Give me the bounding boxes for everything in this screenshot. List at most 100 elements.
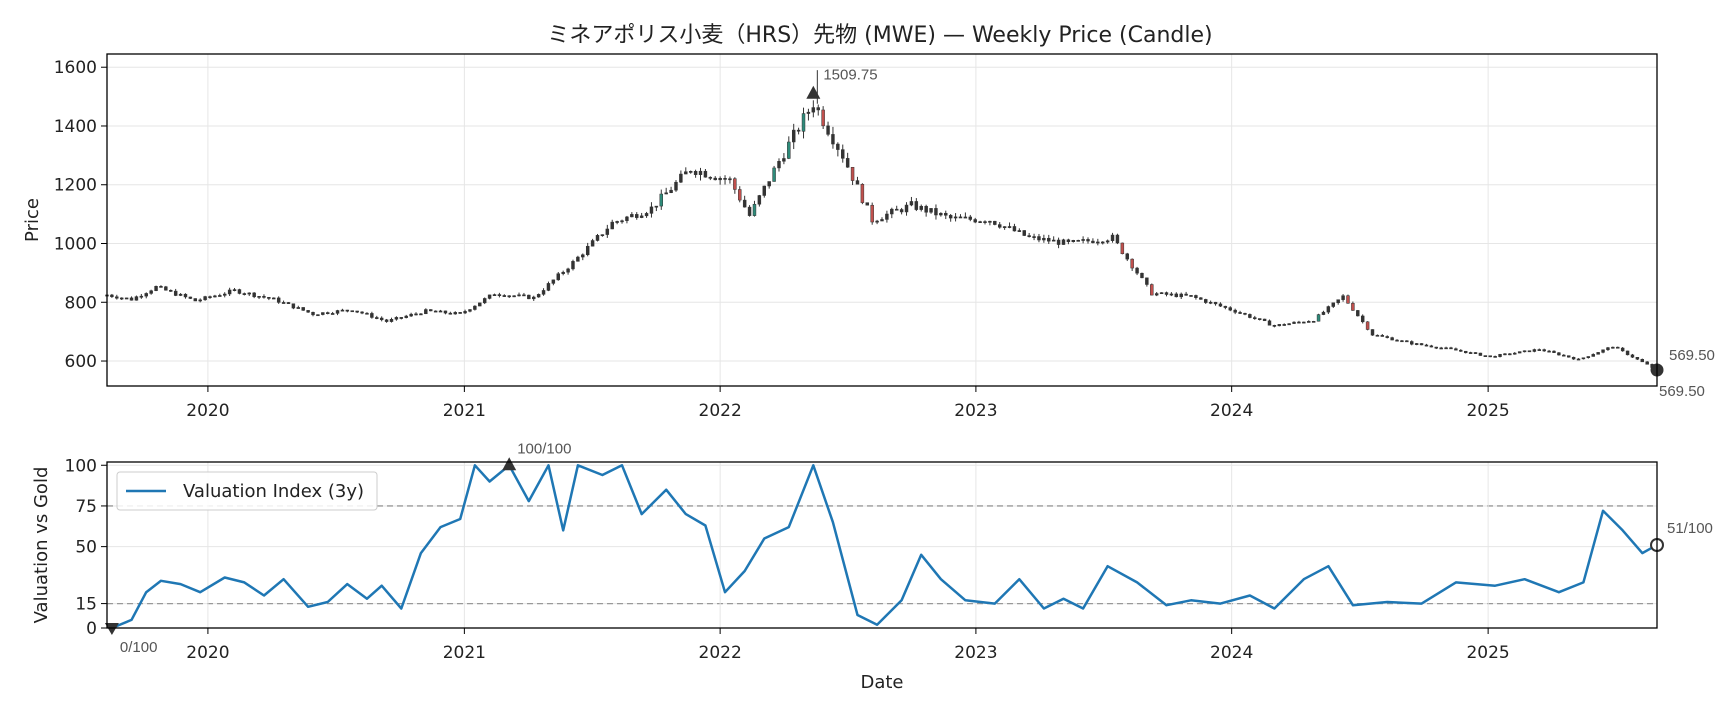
valuation-x-tick-label: 2023 [954,643,997,663]
candle-body [1086,239,1090,242]
candle-body [1356,310,1360,317]
candle-body [688,171,693,173]
candle-body [296,307,301,309]
candle-body [237,289,242,294]
candle-body [340,309,345,312]
candle-body [1503,353,1507,356]
candle-body [492,294,497,296]
candle-body [536,294,541,298]
candle-body [659,193,663,207]
candle-body [787,141,791,159]
candle-body [929,208,933,213]
candle-body [546,283,551,291]
candle-body [1552,350,1556,353]
candle-body [708,176,713,179]
candle-body [468,309,472,312]
valuation-x-tick-label: 2022 [699,643,742,663]
valuation-panel-frame [106,461,1658,629]
candle-body [1341,295,1345,300]
candle-body [1081,239,1085,241]
candle-body [1135,267,1139,274]
candle-body [890,208,894,215]
candle-body [1223,305,1228,308]
candle-body [458,312,462,314]
price-y-tick-label: 600 [65,352,97,372]
candle-body [1400,340,1404,343]
candle-body [1532,349,1537,352]
candle-body [590,240,595,247]
candle-body [1410,341,1414,345]
candle-body [463,311,467,314]
candle-body [1454,348,1458,351]
candle-body [1478,352,1483,356]
candle-body [1017,230,1022,232]
candle-body [870,204,874,223]
candle-body [610,221,614,230]
candle-body [698,170,703,175]
candle-body [801,113,806,132]
candle-body [1105,240,1110,243]
candle-body [953,216,958,219]
candle-body [1571,356,1576,360]
candle-body [188,296,193,299]
candle-body [1483,355,1488,357]
candle-body [1277,324,1282,327]
candle-body [973,219,977,223]
candle-body [335,310,340,314]
candle-body [1297,321,1301,324]
candle-body [826,125,830,135]
candle-body [448,312,453,315]
candle-body [429,309,433,312]
candle-body [1586,356,1591,358]
candle-body [453,312,457,315]
candle-body [944,212,948,216]
candle-body [223,293,227,296]
candle-body [262,295,266,298]
last-price-label: 569.50 [1669,347,1715,364]
candle-body [1189,295,1193,297]
candle-body [1459,349,1463,352]
candle-body [291,303,296,309]
candle-body [301,307,305,311]
candle-body [860,183,865,203]
candle-body [1179,293,1183,298]
candle-body [1012,226,1017,232]
candle-body [173,290,178,296]
candle-body [350,310,354,313]
candle-body [473,305,477,310]
candle-body [1557,352,1561,356]
candle-body [276,297,281,303]
candle-body [1253,317,1257,320]
candle-body [1213,301,1218,305]
candle-body [1576,358,1581,361]
candle-body [399,317,404,319]
candle-body [1051,239,1056,242]
candle-body [782,158,786,162]
candle-body [1562,354,1566,357]
candle-body [487,294,492,299]
candle-body [1326,306,1331,313]
candle-body [1616,346,1620,349]
candle-body [649,206,654,214]
candle-body [664,192,668,195]
candle-body [1248,314,1252,318]
candle-body [1096,241,1100,244]
candle-body [433,310,438,313]
candle-body [816,107,820,111]
candle-body [1228,307,1232,311]
candle-body [124,297,129,300]
candle-body [605,228,610,235]
candle-body [164,286,168,291]
candle-body [169,290,173,292]
candle-body [1463,350,1468,354]
legend: Valuation Index (3y) [116,471,378,511]
candle-body [1439,347,1443,350]
candle-body [281,302,286,304]
candle-body [134,296,139,301]
candle-body [1513,352,1517,355]
candle-body [438,310,443,313]
candle-body [747,206,752,216]
candle-body [213,295,217,298]
candle-body [532,296,536,300]
